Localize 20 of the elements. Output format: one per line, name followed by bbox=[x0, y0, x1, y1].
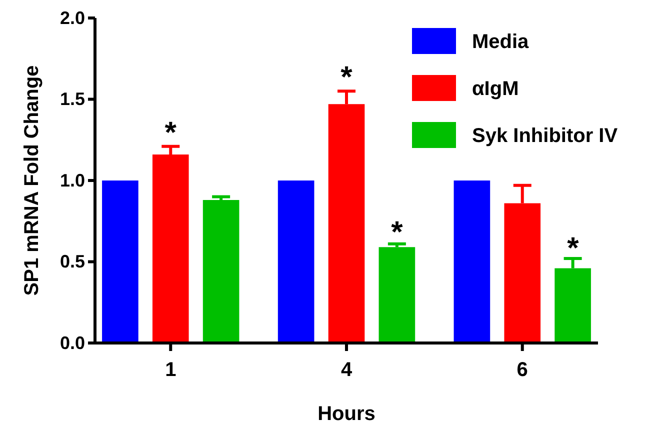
x-tick-label: 6 bbox=[516, 359, 528, 381]
annotation: * bbox=[391, 216, 404, 249]
legend-label: αIgM bbox=[472, 78, 519, 100]
x-tick-label: 1 bbox=[165, 359, 176, 381]
y-tick-label: 0.5 bbox=[60, 252, 85, 272]
y-tick-label: 1.5 bbox=[60, 89, 85, 110]
y-tick-label: 1.0 bbox=[60, 170, 85, 190]
legend-label: Media bbox=[472, 31, 530, 53]
y-axis-title: SP1 mRNA Fold Change bbox=[21, 65, 43, 296]
x-tick-label: 4 bbox=[340, 359, 353, 381]
bar bbox=[102, 180, 138, 343]
annotation: * bbox=[567, 232, 580, 265]
y-tick-label: 2.0 bbox=[60, 8, 85, 28]
annotation: * bbox=[164, 116, 177, 150]
bar bbox=[278, 180, 314, 343]
x-axis-title: Hours bbox=[318, 403, 376, 425]
y-tick-label: 0.0 bbox=[60, 332, 85, 353]
annotation: * bbox=[340, 61, 353, 94]
legend-label: Syk Inhibitor IV bbox=[472, 125, 618, 147]
bar bbox=[454, 180, 490, 343]
